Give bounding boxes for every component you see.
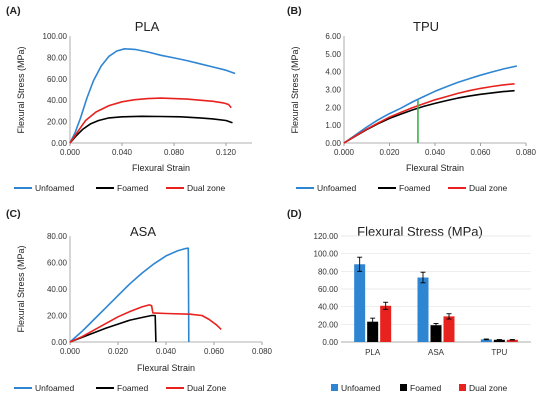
y-tick-label: 40.00 [318, 303, 339, 312]
chart-title: ASA [130, 224, 156, 239]
x-tick-label: 0.000 [60, 148, 81, 157]
panel-a: (A) PLA 0.00 20.00 40.00 60.00 80.00 100.00 0.00… [6, 5, 252, 193]
y-tick-label: 5.00 [325, 50, 341, 59]
x-axis-label: Flexural Strain [137, 363, 195, 373]
legend-label: Unfoamed [317, 183, 356, 193]
x-tick-label: 0.000 [334, 148, 355, 157]
x-tick-label: 0.060 [470, 148, 491, 157]
bar-dual-zone-asa [443, 316, 455, 342]
x-tick-label: 0.120 [216, 148, 237, 157]
y-axis-label: Flexural Stress (MPa) [290, 46, 300, 133]
chart-title: PLA [135, 19, 160, 34]
panel-letter: (A) [6, 5, 21, 17]
y-tick-label: 3.00 [325, 86, 341, 95]
category-label: ASA [428, 348, 445, 357]
legend-label: Dual zone [469, 383, 508, 393]
legend: Unfoamed Foamed Dual zone [296, 183, 508, 193]
bar-unfoamed-tpu [480, 339, 492, 342]
y-tick-label: 0.00 [51, 139, 67, 148]
legend-label: Unfoamed [341, 383, 380, 393]
bar-foamed-pla [367, 321, 379, 342]
panel-d: (D) Flexural Stress (MPa) 0.00 20.00 40.00 60… [287, 208, 531, 393]
y-tick-label: 100.00 [43, 32, 68, 41]
y-axis-label: Flexural Stress (MPa) [16, 245, 26, 332]
bar-dual-zone-tpu [506, 339, 518, 342]
legend-swatch [331, 384, 338, 391]
y-tick-label: 20.00 [47, 118, 68, 127]
category-label: TPU [491, 348, 507, 357]
legend: Unfoamed Foamed Dual Zone [14, 383, 226, 393]
x-tick-label: 0.040 [156, 347, 177, 356]
x-tick-label: 0.020 [108, 347, 129, 356]
legend-swatch [400, 384, 407, 391]
series-line-dual-zone [343, 83, 515, 144]
series-line-unfoamed [69, 48, 236, 144]
legend-swatch [459, 384, 466, 391]
legend-label: Dual Zone [187, 383, 226, 393]
y-tick-label: 1.00 [325, 121, 341, 130]
x-tick-label: 0.080 [516, 148, 537, 157]
bar-unfoamed-pla [354, 264, 366, 342]
panel-c: (C) ASA 0.00 20.00 40.00 60.00 80.00 0.000 0.020… [6, 208, 273, 393]
y-tick-label: 60.00 [318, 285, 339, 294]
y-tick-label: 100.00 [314, 250, 339, 259]
y-tick-label: 6.00 [325, 32, 341, 41]
x-tick-label: 0.060 [204, 347, 225, 356]
legend-label: Unfoamed [35, 183, 74, 193]
y-tick-label: 60.00 [47, 259, 68, 268]
x-tick-label: 0.040 [425, 148, 446, 157]
y-tick-label: 20.00 [318, 320, 339, 329]
legend: Unfoamed Foamed Dual zone [14, 183, 226, 193]
y-tick-label: 2.00 [325, 103, 341, 112]
x-tick-label: 0.040 [112, 148, 133, 157]
legend-label: Dual zone [187, 183, 226, 193]
series-line-dual-zone [69, 97, 232, 144]
y-tick-label: 20.00 [47, 312, 68, 321]
series-line-unfoamed [69, 247, 190, 343]
x-tick-label: 0.080 [164, 148, 185, 157]
panel-letter: (B) [287, 5, 302, 17]
x-tick-label: 0.080 [252, 347, 273, 356]
legend-label: Unfoamed [35, 383, 74, 393]
legend: Unfoamed Foamed Dual zone [331, 383, 508, 393]
legend-label: Foamed [410, 383, 441, 393]
y-tick-label: 60.00 [47, 75, 68, 84]
bar-dual-zone-pla [380, 305, 392, 342]
legend-label: Foamed [399, 183, 430, 193]
y-tick-label: 80.00 [47, 53, 68, 62]
y-axis-label: Flexural Stress (MPa) [16, 46, 26, 133]
y-tick-label: 0.00 [325, 139, 341, 148]
y-tick-label: 120.00 [314, 232, 339, 241]
series-line-foamed [69, 314, 157, 343]
x-tick-label: 0.000 [60, 347, 81, 356]
bar-unfoamed-asa [417, 277, 429, 342]
y-tick-label: 80.00 [318, 267, 339, 276]
y-tick-label: 40.00 [47, 96, 68, 105]
panel-b: (B) TPU 0.00 1.00 2.00 3.00 4.00 5.00 6.00 0.000 0… [287, 5, 537, 193]
series-line-unfoamed [343, 65, 518, 144]
series-line-foamed [69, 115, 233, 144]
legend-label: Foamed [117, 383, 148, 393]
legend-label: Foamed [117, 183, 148, 193]
legend-label: Dual zone [469, 183, 508, 193]
x-axis-label: Flexural Strain [132, 163, 190, 173]
chart-title: Flexural Stress (MPa) [357, 224, 483, 239]
x-axis-label: Flexural Strain [406, 163, 464, 173]
chart-title: TPU [413, 19, 439, 34]
y-tick-label: 4.00 [325, 68, 341, 77]
bar-foamed-asa [430, 325, 442, 342]
series-line-foamed [343, 89, 515, 144]
y-tick-label: 40.00 [47, 285, 68, 294]
y-tick-label: 0.00 [51, 338, 67, 347]
y-tick-label: 80.00 [47, 232, 68, 241]
category-label: PLA [365, 348, 381, 357]
x-tick-label: 0.020 [379, 148, 400, 157]
panel-letter: (D) [287, 208, 302, 220]
series-line-dual-zone [69, 304, 222, 343]
panel-letter: (C) [6, 208, 21, 220]
bar-foamed-tpu [493, 339, 505, 342]
y-tick-label: 0.00 [322, 338, 338, 347]
